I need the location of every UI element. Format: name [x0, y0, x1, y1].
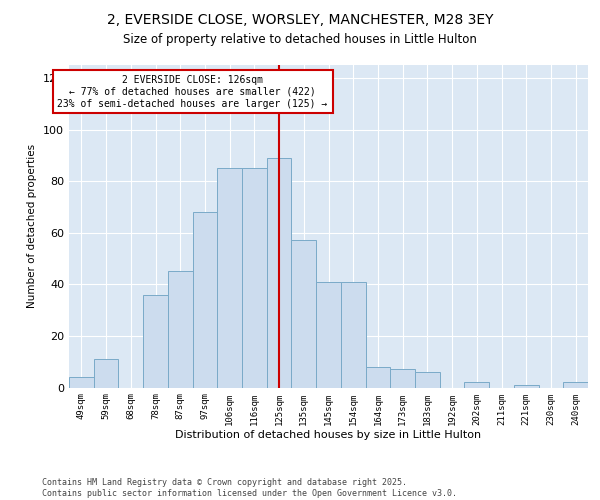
- Bar: [464, 382, 489, 388]
- Bar: [415, 372, 440, 388]
- Bar: [94, 359, 118, 388]
- Bar: [563, 382, 588, 388]
- Text: Contains HM Land Registry data © Crown copyright and database right 2025.
Contai: Contains HM Land Registry data © Crown c…: [42, 478, 457, 498]
- Bar: [316, 282, 341, 388]
- Bar: [242, 168, 267, 388]
- Bar: [193, 212, 217, 388]
- Bar: [390, 370, 415, 388]
- Text: Size of property relative to detached houses in Little Hulton: Size of property relative to detached ho…: [123, 32, 477, 46]
- Bar: [292, 240, 316, 388]
- Bar: [69, 377, 94, 388]
- Bar: [514, 385, 539, 388]
- Bar: [217, 168, 242, 388]
- Bar: [168, 272, 193, 388]
- Bar: [365, 367, 390, 388]
- Text: 2, EVERSIDE CLOSE, WORSLEY, MANCHESTER, M28 3EY: 2, EVERSIDE CLOSE, WORSLEY, MANCHESTER, …: [107, 12, 493, 26]
- Y-axis label: Number of detached properties: Number of detached properties: [28, 144, 37, 308]
- Bar: [341, 282, 365, 388]
- Bar: [267, 158, 292, 388]
- X-axis label: Distribution of detached houses by size in Little Hulton: Distribution of detached houses by size …: [175, 430, 482, 440]
- Bar: [143, 294, 168, 388]
- Text: 2 EVERSIDE CLOSE: 126sqm
← 77% of detached houses are smaller (422)
23% of semi-: 2 EVERSIDE CLOSE: 126sqm ← 77% of detach…: [58, 76, 328, 108]
